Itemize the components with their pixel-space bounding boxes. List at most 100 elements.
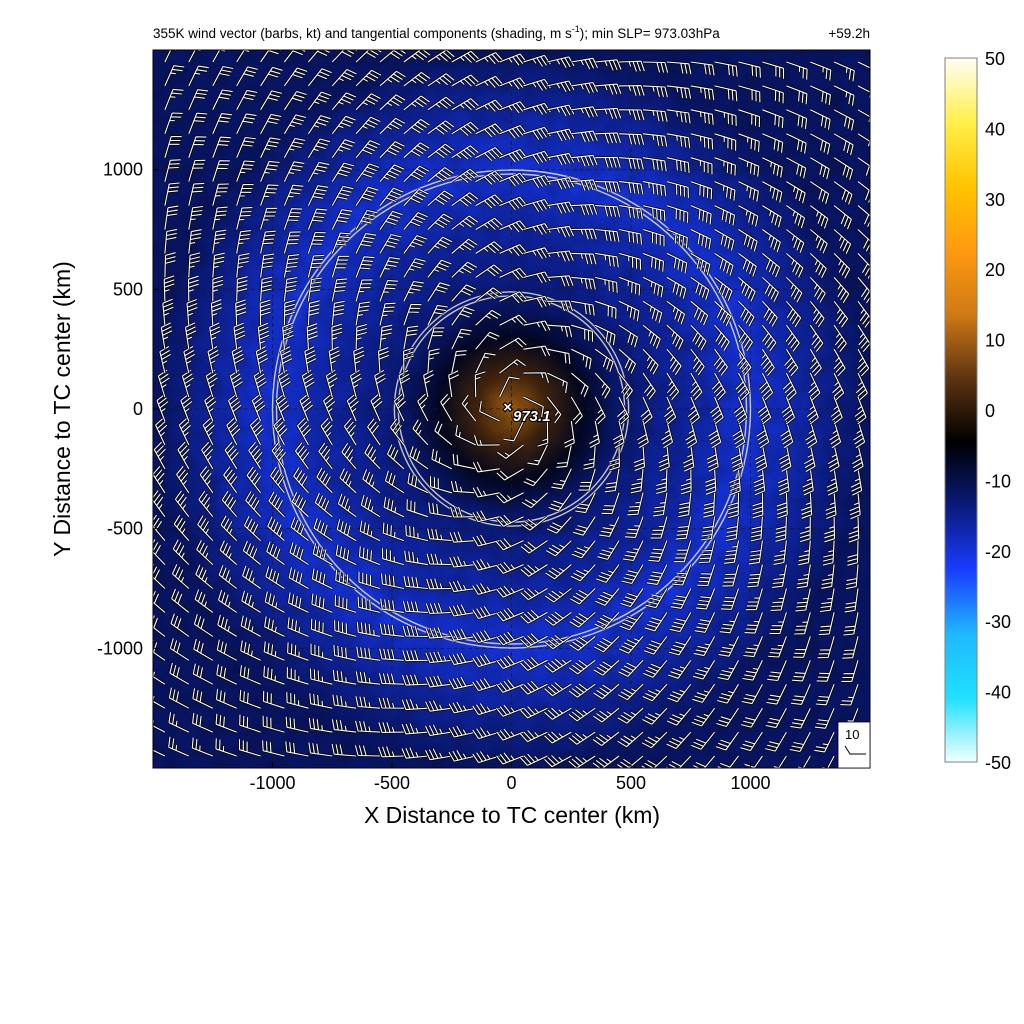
wind-barb (425, 627, 452, 639)
wind-barb (307, 231, 326, 254)
wind-barb (499, 53, 527, 66)
wind-barb (799, 516, 811, 543)
wind-barb (198, 490, 214, 518)
wind-barb (362, 469, 381, 494)
wind-barb (236, 183, 254, 206)
wind-barb (503, 420, 524, 442)
wind-barb (523, 372, 550, 383)
wind-barb (620, 588, 644, 608)
wind-barb (156, 393, 169, 422)
wind-barb (472, 630, 500, 644)
wind-barb (833, 133, 854, 156)
wind-barb (271, 442, 286, 470)
wind-barb (379, 648, 404, 661)
wind-barb (809, 229, 828, 254)
wind-barb (785, 324, 800, 352)
wind-barb (766, 755, 787, 768)
wind-barb (690, 61, 715, 76)
wind-barb (188, 136, 207, 158)
wind-barb (666, 133, 691, 149)
wind-barb (246, 466, 262, 494)
wind-barb (857, 229, 870, 255)
wind-barb (798, 540, 811, 566)
wind-barb (790, 707, 811, 729)
wind-barb (177, 441, 190, 470)
wind-barb (217, 589, 238, 613)
wind-barb (690, 85, 715, 101)
wind-barb (306, 323, 318, 350)
wind-barb (472, 486, 500, 498)
wind-barb (236, 207, 253, 230)
wind-barb (299, 393, 313, 422)
wind-barb (815, 684, 835, 706)
wind-barb (192, 712, 214, 733)
wind-barb (810, 85, 831, 106)
wind-barb (451, 261, 477, 278)
wind-barb (714, 181, 736, 201)
wind-barb (318, 442, 333, 470)
wind-barb (379, 623, 404, 637)
wind-barb (520, 564, 548, 577)
wind-barb (833, 253, 851, 279)
wind-barb (260, 230, 276, 254)
wind-barb (153, 664, 166, 685)
wind-barb (403, 188, 429, 206)
wind-barb (199, 466, 214, 494)
wind-barb (236, 276, 248, 302)
reference-barb-glyph (844, 745, 866, 755)
wind-barb (523, 223, 551, 235)
wind-barb (451, 192, 479, 207)
wind-barb (260, 184, 279, 206)
wind-barb (355, 301, 370, 326)
wind-barb (690, 181, 713, 200)
wind-barb (379, 141, 405, 159)
wind-barb (355, 279, 373, 302)
wind-barb (840, 684, 859, 706)
wind-barb (448, 750, 476, 762)
wind-barb (618, 372, 633, 400)
wind-barb (571, 540, 596, 559)
wind-barb (618, 109, 645, 121)
wind-barb (642, 85, 668, 98)
wind-barb (472, 534, 500, 547)
y-axis-ticks: -1000 -500 0 500 1000 (97, 160, 159, 658)
wind-barb (801, 492, 813, 519)
wind-barb (833, 324, 847, 352)
wind-barb (162, 298, 174, 326)
wind-barb (618, 157, 644, 170)
wind-barb (571, 130, 598, 143)
wind-barb (212, 252, 225, 278)
wind-barb (215, 713, 237, 733)
x-axis-ticks: -1000 -500 0 500 1000 (249, 762, 771, 793)
wind-barb (379, 210, 403, 230)
wind-barb (367, 418, 381, 446)
wind-barb (451, 350, 467, 374)
wind-barb (666, 372, 680, 400)
wind-barb (571, 348, 592, 370)
wind-barb (714, 61, 738, 77)
wind-barb (757, 396, 772, 425)
wind-barb (212, 50, 225, 63)
wind-barb (852, 444, 864, 472)
wind-barb (157, 369, 170, 398)
wind-barb (618, 276, 641, 296)
wind-barb (589, 420, 600, 448)
wind-barb (849, 492, 861, 520)
wind-barb (770, 588, 787, 611)
wind-barb (593, 659, 620, 676)
wind-barb (833, 109, 855, 131)
wind-barb (786, 205, 806, 229)
wind-barb (776, 492, 788, 519)
wind-barb (312, 543, 333, 566)
wind-barb (595, 107, 622, 119)
wind-barb (824, 516, 836, 543)
wind-barb (523, 468, 548, 487)
wind-barb (479, 401, 500, 422)
wind-barb (496, 679, 524, 693)
wind-barb (743, 636, 763, 658)
wind-barb (379, 70, 406, 87)
wind-barb (762, 276, 779, 303)
wind-barb (355, 696, 381, 709)
wind-barb (843, 612, 859, 636)
wind-barb (583, 444, 596, 470)
